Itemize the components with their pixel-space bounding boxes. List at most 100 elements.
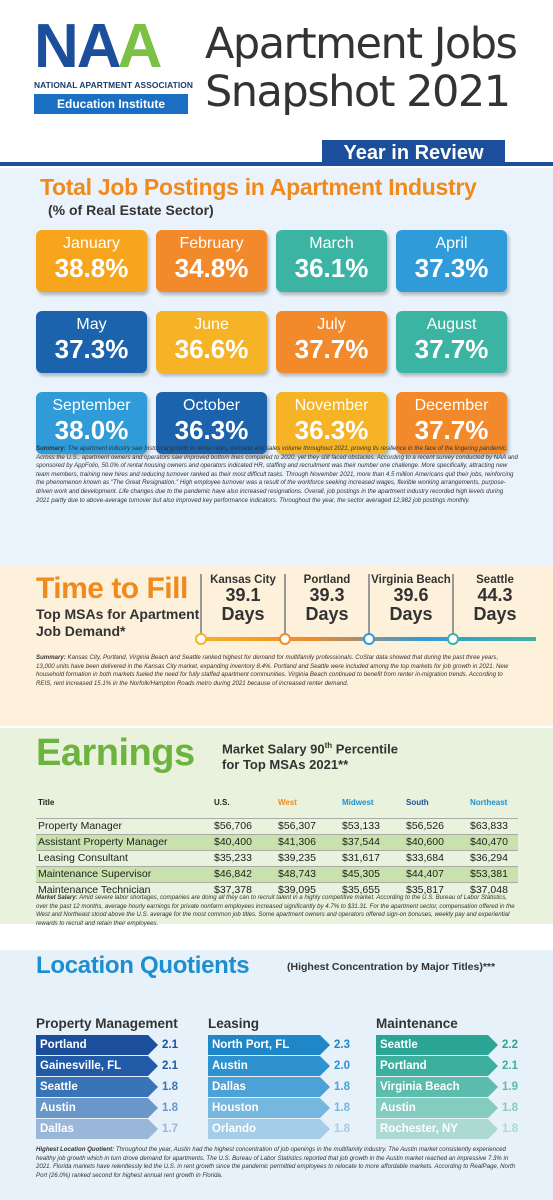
lq-value: 2.3 — [334, 1039, 350, 1051]
job-title-cell: Assistant Property Manager — [36, 833, 212, 850]
list-item: Rochester, NY 1.8 — [376, 1119, 518, 1139]
summary-text: Amid severe labor shortages, companies a… — [36, 894, 515, 927]
lq-value: 2.1 — [502, 1060, 518, 1072]
list-item: Portland 2.1 — [376, 1056, 518, 1076]
lq-value: 1.8 — [334, 1081, 350, 1093]
lq-column: Maintenance Seattle 2.2 Portland 2.1 Virginia… — [376, 1016, 518, 1140]
lq-city-bar: Orlando — [208, 1119, 330, 1139]
msa-item: Kansas City 39.1 Days — [202, 574, 284, 624]
time-to-fill-subtitle: Top MSAs for Apartment Job Demand* — [36, 606, 200, 639]
list-item: Houston 1.8 — [208, 1098, 350, 1118]
month-tile: December 37.7% — [396, 392, 507, 454]
month-name: February — [179, 235, 244, 252]
logo-education-institute: Education Institute — [34, 94, 188, 114]
salary-cell: $53,133 — [340, 817, 404, 834]
salary-cell: $37,378 — [212, 881, 276, 898]
month-name: April — [435, 235, 468, 252]
lq-value: 1.8 — [502, 1123, 518, 1135]
msa-days-unit: Days — [389, 604, 433, 624]
lq-city-bar: Austin — [36, 1098, 158, 1118]
msa-days-value: 39.1 — [225, 585, 261, 605]
salary-cell: $40,470 — [468, 833, 518, 850]
salary-column-header: Title — [38, 798, 55, 808]
lq-value: 2.1 — [162, 1039, 178, 1051]
salary-table: Title U.S. West Midwest South Northeast Proper… — [36, 792, 518, 898]
msa-city: Kansas City — [210, 574, 276, 586]
month-value: 34.8% — [174, 253, 249, 283]
month-tile: February 34.8% — [156, 230, 267, 292]
table-row: Leasing Consultant $35,233 $39,235 $31,617 $… — [36, 849, 518, 866]
month-tile: March 36.1% — [276, 230, 387, 292]
summary-text: The apartment industry saw historical gr… — [36, 445, 518, 504]
summary-label: Summary: — [36, 654, 66, 661]
timeline-dot — [195, 633, 207, 645]
salary-cell: $63,833 — [468, 817, 518, 834]
month-tile: May 37.3% — [36, 311, 147, 373]
salary-cell: $46,842 — [212, 865, 276, 882]
list-item: Orlando 1.8 — [208, 1119, 350, 1139]
salary-cell: $53,381 — [468, 865, 518, 882]
salary-cell: $40,600 — [404, 833, 468, 850]
salary-cell: $39,235 — [276, 849, 340, 866]
time-to-fill-summary: Summary: Kansas City, Portland, Virginia… — [36, 654, 518, 688]
earnings-subtitle-b: Percentile — [332, 741, 398, 757]
lq-value: 1.8 — [162, 1102, 178, 1114]
salary-cell: $45,305 — [340, 865, 404, 882]
salary-cell: $31,617 — [340, 849, 404, 866]
lq-city-bar: Portland — [376, 1056, 498, 1076]
month-name: August — [426, 316, 477, 333]
table-row: Maintenance Supervisor $46,842 $48,743 $45,… — [36, 865, 518, 882]
year-in-review-banner: Year in Review — [0, 140, 553, 166]
msa-city: Portland — [303, 574, 351, 586]
job-postings-section: Total Job Postings in Apartment Industry… — [0, 168, 553, 568]
month-tile: November 36.3% — [276, 392, 387, 454]
lq-city-bar: Gainesville, FL — [36, 1056, 158, 1076]
month-name: June — [194, 316, 229, 333]
timeline-dot — [279, 633, 291, 645]
msa-city: Virginia Beach — [371, 574, 451, 586]
month-value: 36.3% — [174, 415, 249, 445]
earnings-subtitle-sup: th — [324, 741, 333, 750]
page-title-line1: Apartment Jobs — [205, 19, 518, 69]
lq-column: Leasing North Port, FL 2.3 Austin 2.0 Dallas 1… — [208, 1016, 350, 1140]
month-value: 37.7% — [414, 415, 489, 445]
lq-value: 2.0 — [334, 1060, 350, 1072]
timeline-dot — [363, 633, 375, 645]
month-name: March — [309, 235, 354, 252]
lq-value: 2.1 — [162, 1060, 178, 1072]
msa-days-value: 39.3 — [309, 585, 345, 605]
lq-column: Property Management Portland 2.1 Gainesvill… — [36, 1016, 178, 1140]
month-tile: April 37.3% — [396, 230, 507, 292]
list-item: Dallas 1.8 — [208, 1077, 350, 1097]
list-item: Austin 1.8 — [376, 1098, 518, 1118]
summary-label: Summary: — [36, 445, 66, 452]
salary-cell: $44,407 — [404, 865, 468, 882]
logo-org-name: NATIONAL APARTMENT ASSOCIATION — [34, 80, 194, 90]
msa-item: Seattle 44.3 Days — [454, 574, 536, 624]
lq-column-heading: Property Management — [36, 1016, 178, 1031]
month-value: 36.6% — [174, 334, 249, 364]
job-title-cell: Maintenance Technician — [36, 881, 212, 898]
salary-cell: $35,655 — [340, 881, 404, 898]
month-name: May — [76, 316, 107, 333]
table-row: Maintenance Technician $37,378 $39,095 $35,… — [36, 881, 518, 898]
month-value: 36.1% — [294, 253, 369, 283]
job-postings-title: Total Job Postings in Apartment Industry — [40, 174, 477, 200]
lq-city-bar: Austin — [376, 1098, 498, 1118]
table-row: Property Manager $56,706 $56,307 $53,133 $56… — [36, 817, 518, 834]
month-value: 36.3% — [294, 415, 369, 445]
lq-value: 1.7 — [162, 1123, 178, 1135]
lq-column-heading: Maintenance — [376, 1016, 458, 1031]
month-tile: October 36.3% — [156, 392, 267, 454]
month-tile: June 36.6% — [156, 311, 267, 373]
location-quotients-summary: Highest Location Quotient: Throughout th… — [36, 1146, 518, 1180]
salary-cell: $40,400 — [212, 833, 276, 850]
lq-city-bar: Houston — [208, 1098, 330, 1118]
location-quotients-title: Location Quotients — [36, 952, 250, 979]
earnings-subtitle-a: Market Salary 90 — [222, 741, 325, 757]
job-title-cell: Property Manager — [36, 817, 212, 834]
lq-value: 1.8 — [334, 1102, 350, 1114]
lq-value: 1.8 — [334, 1123, 350, 1135]
month-value: 37.7% — [294, 334, 369, 364]
